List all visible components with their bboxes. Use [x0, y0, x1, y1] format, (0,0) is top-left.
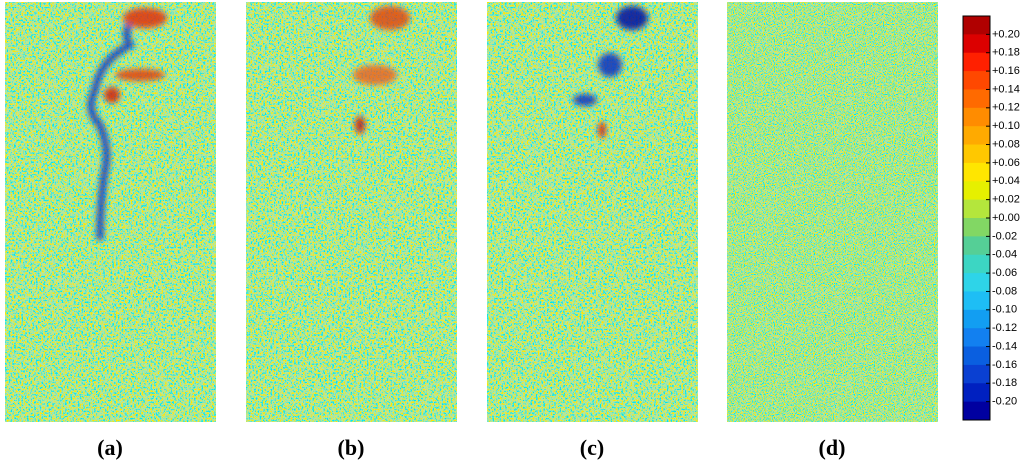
colorbar-tick-label: +0.18	[992, 47, 1020, 59]
colorbar-tick-label: +0.04	[992, 175, 1020, 187]
colorbar-segment	[963, 199, 990, 219]
panel-label: (a)	[97, 435, 123, 460]
colorbar-tick-label: +0.16	[992, 65, 1020, 77]
panel-b	[246, 2, 457, 422]
colorbar-segment	[963, 16, 990, 35]
colorbar-segment	[963, 71, 990, 90]
colorbar-tick-label: +0.10	[992, 120, 1020, 132]
colorbar-segment	[963, 309, 990, 329]
colorbar-tick-label: +0.20	[992, 28, 1020, 40]
colorbar-tick-label: +0.14	[992, 83, 1020, 95]
colorbar-segment	[963, 236, 990, 256]
colorbar-tick-label: +0.02	[992, 194, 1020, 206]
colorbar-tick-label: -0.16	[992, 359, 1017, 371]
colorbar-segment	[963, 126, 990, 146]
colorbar-tick-label: -0.20	[992, 396, 1017, 408]
colorbar-tick-label: -0.08	[992, 285, 1017, 297]
colorbar-segment	[963, 107, 990, 127]
colorbar-tick-label: -0.02	[992, 230, 1017, 242]
colorbar-segment	[963, 364, 990, 384]
colorbar-segment	[963, 346, 990, 366]
colorbar-segment	[963, 144, 990, 164]
panel-d	[727, 2, 938, 422]
colorbar-segment	[963, 273, 990, 292]
colorbar-segment	[963, 34, 990, 54]
colorbar-segment	[963, 162, 990, 182]
panel-label: (d)	[819, 435, 846, 460]
colorbar-segment	[963, 328, 990, 348]
colorbar-tick-label: -0.06	[992, 267, 1017, 279]
colorbar-tick-label: -0.18	[992, 377, 1017, 389]
panel-a	[5, 2, 216, 422]
colorbar: +0.20 +0.18 +0.16 +0.14 +0.12 +0.10 +0.08 +0.06…	[962, 15, 1020, 421]
colorbar-segment	[963, 383, 990, 403]
colorbar-segment	[963, 89, 990, 109]
colorbar-segment	[963, 181, 990, 201]
colorbar-tick-label: -0.04	[992, 249, 1017, 261]
colorbar-tick-label: -0.10	[992, 304, 1017, 316]
colorbar-segment	[963, 218, 990, 237]
panel-label: (b)	[338, 435, 365, 460]
colorbar-tick-label: +0.12	[992, 102, 1020, 114]
colorbar-tick-label: -0.14	[992, 340, 1017, 352]
colorbar-tick-label: +0.08	[992, 138, 1020, 150]
colorbar-segment	[963, 291, 990, 311]
panel-label: (c)	[580, 435, 604, 460]
colorbar-tick-label: +0.06	[992, 157, 1020, 169]
colorbar-tick-label: +0.00	[992, 212, 1020, 224]
colorbar-segment	[963, 401, 990, 421]
colorbar-segment	[963, 52, 990, 72]
colorbar-segment	[963, 254, 990, 274]
colorbar-tick-label: -0.12	[992, 322, 1017, 334]
panel-c	[487, 2, 698, 422]
